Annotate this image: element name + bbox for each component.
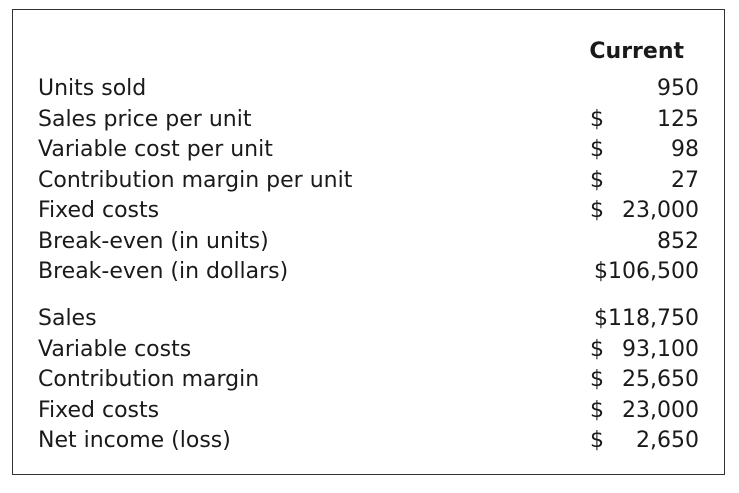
- row-label: Variable costs: [38, 336, 192, 362]
- row-amount: 125: [657, 106, 699, 132]
- table-row: Variable cost per unit $ 98: [38, 135, 699, 166]
- table-row: Sales price per unit $ 125: [38, 105, 699, 136]
- income-section: Sales $118,750 Variable costs $ 93,100 C…: [38, 304, 699, 457]
- row-label: Contribution margin per unit: [38, 167, 353, 193]
- table-row: Fixed costs $ 23,000: [38, 396, 699, 427]
- row-amount: 98: [671, 137, 699, 162]
- row-label: Break-even (in units): [38, 228, 269, 254]
- row-amount: $118,750: [594, 306, 699, 331]
- row-label: Net income (loss): [38, 428, 231, 453]
- row-label: Units sold: [38, 76, 147, 101]
- table-frame: Current Units sold 950 Sales price per u…: [12, 9, 725, 475]
- dollar-sign: $: [590, 397, 604, 423]
- dollar-sign: $: [590, 428, 604, 453]
- table-row: Sales $118,750: [38, 304, 699, 335]
- table-row: Contribution margin $ 25,650: [38, 365, 699, 396]
- dollar-sign: $: [590, 106, 604, 132]
- table-row: Variable costs $ 93,100: [38, 335, 699, 366]
- row-amount: 950: [657, 76, 699, 101]
- dollar-sign: $: [590, 167, 604, 193]
- row-label: Break-even (in dollars): [38, 259, 289, 284]
- dollar-sign: $: [590, 367, 604, 392]
- row-amount: 852: [657, 228, 699, 254]
- row-label: Fixed costs: [38, 198, 160, 223]
- row-amount: 23,000: [622, 397, 699, 423]
- table-row: Break-even (in dollars) $106,500: [38, 257, 699, 288]
- row-label: Variable cost per unit: [38, 137, 273, 162]
- column-header-current: Current: [589, 39, 684, 64]
- row-amount: 93,100: [622, 336, 699, 362]
- dollar-sign: $: [590, 137, 604, 162]
- breakeven-section: Units sold 950 Sales price per unit $ 12…: [38, 74, 699, 288]
- table-row: Break-even (in units) 852: [38, 227, 699, 258]
- dollar-sign: $: [590, 198, 604, 223]
- row-label: Sales price per unit: [38, 106, 252, 132]
- row-label: Contribution margin: [38, 367, 260, 392]
- row-label: Sales: [38, 306, 97, 331]
- row-amount: 27: [671, 167, 699, 193]
- row-amount: 25,650: [622, 367, 699, 392]
- row-amount: 23,000: [622, 198, 699, 223]
- dollar-sign: $: [590, 336, 604, 362]
- table-row: Fixed costs $ 23,000: [38, 196, 699, 227]
- row-label: Fixed costs: [38, 397, 160, 423]
- table-row: Units sold 950: [38, 74, 699, 105]
- row-amount: $106,500: [594, 259, 699, 284]
- table-row: Contribution margin per unit $ 27: [38, 166, 699, 197]
- row-amount: 2,650: [636, 428, 699, 453]
- table-row: Net income (loss) $ 2,650: [38, 426, 699, 457]
